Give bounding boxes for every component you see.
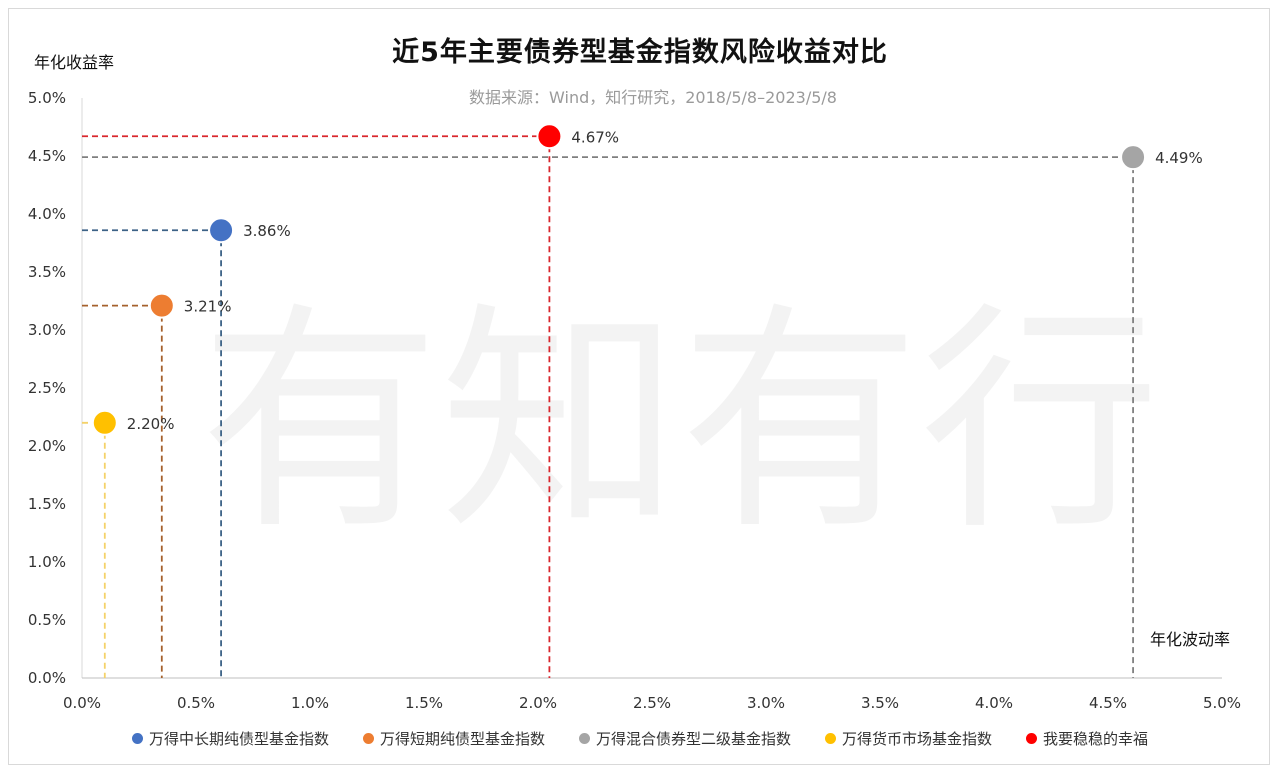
x-tick-label: 1.0%	[291, 694, 329, 712]
x-tick-label: 5.0%	[1203, 694, 1241, 712]
legend-label: 万得混合债券型二级基金指数	[595, 730, 791, 748]
x-tick-label: 2.5%	[633, 694, 671, 712]
legend-marker	[131, 733, 143, 744]
data-point	[208, 217, 235, 244]
legend: 万得中长期纯债型基金指数 万得短期纯债型基金指数 万得混合债券型二级基金指数 万得货币…	[0, 728, 1280, 749]
legend-item: 万得混合债券型二级基金指数	[578, 728, 791, 749]
data-label: 2.20%	[127, 415, 175, 433]
chart-title: 近5年主要债券型基金指数风险收益对比	[392, 37, 888, 68]
y-tick-label: 3.5%	[28, 263, 66, 281]
y-tick-label: 1.5%	[28, 495, 66, 513]
y-tick-label: 2.0%	[28, 437, 66, 455]
x-tick-label: 4.5%	[1089, 694, 1127, 712]
y-axis-label: 年化收益率	[34, 53, 115, 72]
legend-marker	[825, 733, 836, 744]
legend-marker	[362, 733, 374, 744]
legend-marker	[1026, 733, 1038, 744]
data-point	[1120, 144, 1147, 171]
x-axis-label: 年化波动率	[1150, 630, 1231, 649]
axes: 0.0% 0.5% 1.0% 1.5% 2.0% 2.5% 3.0% 3.5% 4.0% 4.5%…	[28, 89, 1241, 712]
data-label: 3.21%	[184, 298, 232, 316]
x-tick-label: 3.5%	[861, 694, 899, 712]
legend-label: 万得中长期纯债型基金指数	[148, 730, 329, 748]
x-tick-label: 3.0%	[747, 694, 785, 712]
legend-label: 万得短期纯债型基金指数	[379, 730, 545, 748]
y-tick-label: 5.0%	[28, 89, 66, 107]
chart-frame	[8, 8, 1270, 765]
guide-lines	[82, 135, 1134, 678]
chart-subtitle: 数据来源：Wind，知行研究，2018/5/8–2023/5/8	[469, 88, 837, 107]
data-point	[536, 123, 563, 150]
data-point	[148, 292, 175, 319]
data-label: 3.86%	[243, 222, 291, 240]
y-tick-label: 3.0%	[28, 321, 66, 339]
legend-item: 万得短期纯债型基金指数	[362, 728, 545, 749]
x-tick-label: 2.0%	[519, 694, 557, 712]
y-tick-label: 1.0%	[28, 553, 66, 571]
legend-item: 我要稳稳的幸福	[1026, 728, 1148, 749]
x-tick-label: 0.5%	[177, 694, 215, 712]
legend-item: 万得中长期纯债型基金指数	[131, 728, 329, 749]
legend-label: 我要稳稳的幸福	[1043, 730, 1149, 748]
y-tick-label: 4.5%	[28, 147, 66, 165]
x-tick-label: 1.5%	[405, 694, 443, 712]
x-tick-label: 0.0%	[63, 694, 101, 712]
data-points: 3.86% 3.21% 4.49% 2.20% 4.67%	[91, 123, 1203, 436]
legend-item: 万得货币市场基金指数	[825, 728, 992, 749]
legend-label: 万得货币市场基金指数	[842, 730, 993, 748]
data-point	[91, 409, 118, 436]
watermark-text: 有知有行	[200, 228, 1160, 575]
y-tick-label: 0.5%	[28, 611, 66, 629]
y-tick-label: 0.0%	[28, 669, 66, 687]
y-tick-label: 2.5%	[28, 379, 66, 397]
data-label: 4.67%	[571, 128, 619, 146]
x-tick-label: 4.0%	[975, 694, 1013, 712]
y-tick-label: 4.0%	[28, 205, 66, 223]
data-label: 4.49%	[1155, 149, 1203, 167]
legend-marker	[578, 733, 590, 744]
